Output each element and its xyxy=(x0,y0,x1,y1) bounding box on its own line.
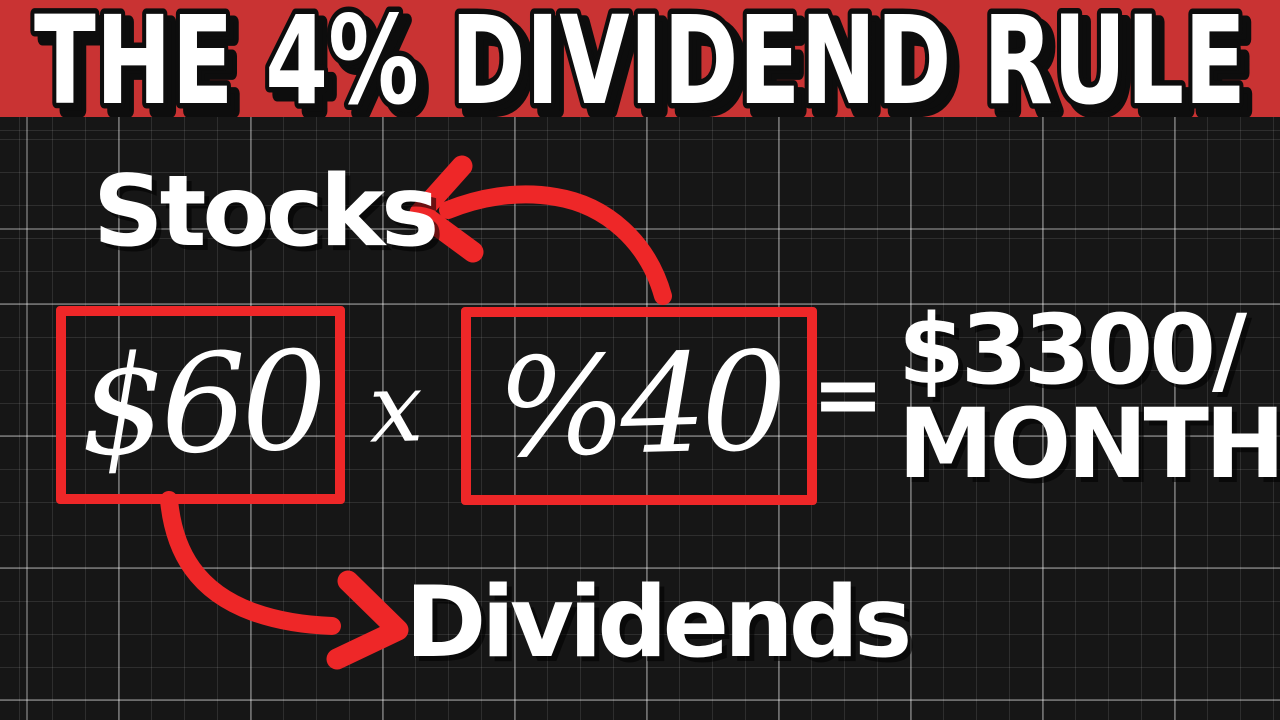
dividends-label: Dividends xyxy=(405,566,912,680)
yield-box: %40 xyxy=(461,307,817,505)
price-box: $60 xyxy=(56,306,345,504)
result-line1: $3300/ xyxy=(898,294,1247,406)
yield-value: %40 xyxy=(494,323,784,489)
banner-title-shadow: THE 4% DIVIDEND RULE xyxy=(42,0,1254,117)
result-text: $3300/ MONTH xyxy=(898,294,1280,501)
price-value: $60 xyxy=(77,322,324,488)
result-line2: MONTH xyxy=(898,388,1280,501)
banner-title: THE 4% DIVIDEND RULE xyxy=(34,0,1246,117)
stocks-label: Stocks xyxy=(93,155,439,269)
equals-sign: = xyxy=(812,345,885,445)
banner: THE 4% DIVIDEND RULE THE 4% DIVIDEND RUL… xyxy=(0,0,1280,117)
multiply-sign: x xyxy=(367,351,419,465)
